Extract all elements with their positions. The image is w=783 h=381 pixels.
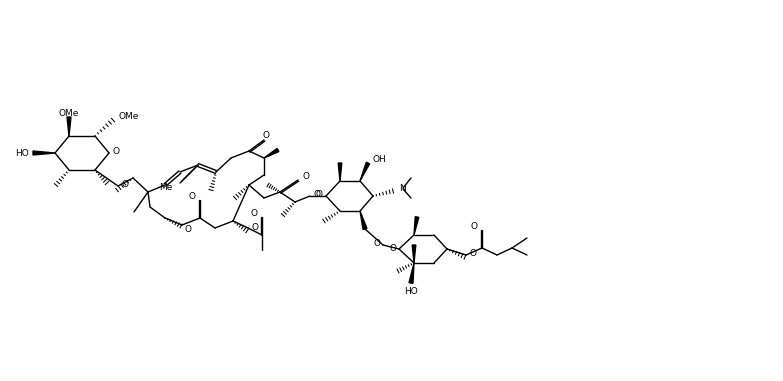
Text: O: O	[250, 208, 257, 218]
Text: O: O	[315, 189, 322, 199]
Text: O: O	[188, 192, 195, 200]
Text: OMe: OMe	[59, 109, 79, 117]
Text: O: O	[389, 243, 396, 253]
Polygon shape	[67, 117, 71, 136]
Polygon shape	[33, 151, 55, 155]
Text: O: O	[373, 239, 380, 248]
Polygon shape	[409, 263, 414, 283]
Text: N: N	[399, 184, 406, 192]
Text: O: O	[470, 221, 477, 231]
Text: OH: OH	[372, 155, 386, 163]
Text: O: O	[112, 147, 119, 155]
Text: O: O	[184, 224, 191, 234]
Text: O: O	[121, 179, 128, 189]
Text: O: O	[262, 131, 269, 139]
Text: O: O	[251, 223, 258, 232]
Text: Me: Me	[159, 182, 172, 192]
Polygon shape	[412, 245, 416, 263]
Text: O: O	[313, 189, 320, 199]
Text: OMe: OMe	[118, 112, 139, 120]
Polygon shape	[338, 163, 342, 181]
Text: O: O	[469, 250, 476, 258]
Text: O: O	[302, 171, 309, 181]
Text: HO: HO	[15, 149, 29, 157]
Polygon shape	[360, 211, 367, 229]
Polygon shape	[264, 149, 279, 158]
Polygon shape	[360, 162, 370, 181]
Polygon shape	[414, 217, 419, 235]
Text: HO: HO	[404, 287, 418, 296]
